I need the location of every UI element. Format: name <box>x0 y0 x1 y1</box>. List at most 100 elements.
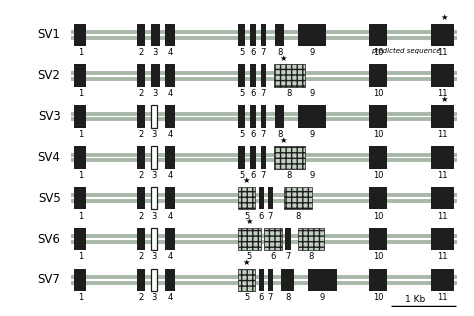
Bar <box>298 228 324 250</box>
Bar <box>250 105 256 128</box>
Text: 9: 9 <box>310 130 315 139</box>
Bar <box>238 24 246 46</box>
Text: 6: 6 <box>259 211 264 221</box>
Bar <box>165 105 175 128</box>
Text: 11: 11 <box>438 130 448 139</box>
Text: 5: 5 <box>244 211 249 221</box>
Text: 9: 9 <box>310 171 315 180</box>
Text: 11: 11 <box>438 48 448 57</box>
Text: predicted sequence: predicted sequence <box>371 48 440 54</box>
Text: 10: 10 <box>373 252 383 261</box>
Bar <box>267 269 273 291</box>
Text: 4: 4 <box>168 48 173 57</box>
Bar <box>238 228 261 250</box>
Text: 8: 8 <box>287 171 292 180</box>
Bar <box>431 269 454 291</box>
Bar <box>165 24 175 46</box>
Bar <box>369 228 387 250</box>
Bar <box>74 105 86 128</box>
Text: ★: ★ <box>246 217 253 226</box>
Text: 8: 8 <box>309 252 314 261</box>
Bar <box>151 64 160 87</box>
Bar <box>308 269 337 291</box>
Bar <box>258 187 264 210</box>
Text: 9: 9 <box>310 48 315 57</box>
Bar <box>137 187 145 210</box>
Bar <box>285 228 291 250</box>
Bar <box>151 269 157 291</box>
Bar <box>238 105 246 128</box>
Text: 1: 1 <box>78 171 83 180</box>
Text: 11: 11 <box>438 171 448 180</box>
Text: 3: 3 <box>152 211 157 221</box>
Text: 11: 11 <box>438 89 448 98</box>
Bar <box>369 64 387 87</box>
Text: 7: 7 <box>268 211 273 221</box>
Text: SV4: SV4 <box>37 151 61 164</box>
Bar <box>74 146 86 169</box>
Bar <box>238 187 255 210</box>
Bar <box>137 228 145 250</box>
Text: 3: 3 <box>152 293 157 302</box>
Text: 4: 4 <box>168 252 173 261</box>
Text: 5: 5 <box>246 252 252 261</box>
Text: 2: 2 <box>138 293 143 302</box>
Bar <box>165 187 175 210</box>
Bar <box>74 24 86 46</box>
Text: 1: 1 <box>78 130 83 139</box>
Text: 7: 7 <box>268 293 273 302</box>
Text: 6: 6 <box>250 48 256 57</box>
Bar <box>137 269 145 291</box>
Text: SV3: SV3 <box>38 110 61 123</box>
Text: 10: 10 <box>373 293 383 302</box>
Text: 2: 2 <box>138 89 143 98</box>
Text: 3: 3 <box>153 89 158 98</box>
Bar <box>74 187 86 210</box>
Text: 4: 4 <box>168 211 173 221</box>
Text: 7: 7 <box>261 48 266 57</box>
Bar <box>369 187 387 210</box>
Text: ★: ★ <box>440 95 447 104</box>
Text: 8: 8 <box>277 48 283 57</box>
Text: ★: ★ <box>243 258 250 267</box>
Text: 10: 10 <box>373 130 383 139</box>
Bar <box>137 146 145 169</box>
Bar <box>137 24 145 46</box>
Bar <box>261 146 266 169</box>
Text: 5: 5 <box>239 130 244 139</box>
Bar <box>165 269 175 291</box>
Bar <box>431 146 454 169</box>
Bar <box>151 228 157 250</box>
Bar <box>151 146 157 169</box>
Bar <box>261 105 266 128</box>
Bar <box>369 146 387 169</box>
Bar <box>137 64 145 87</box>
Bar <box>369 105 387 128</box>
Bar <box>431 24 454 46</box>
Text: 10: 10 <box>373 89 383 98</box>
Bar <box>250 24 256 46</box>
Text: SV2: SV2 <box>37 69 61 82</box>
Text: 6: 6 <box>250 130 256 139</box>
Text: 11: 11 <box>438 252 448 261</box>
Text: 7: 7 <box>285 252 291 261</box>
Bar <box>298 24 326 46</box>
Text: 1: 1 <box>78 48 83 57</box>
Text: 4: 4 <box>168 89 173 98</box>
Bar <box>258 269 264 291</box>
Bar <box>369 269 387 291</box>
Text: 5: 5 <box>239 48 244 57</box>
Text: 2: 2 <box>138 130 143 139</box>
Bar <box>165 64 175 87</box>
Bar <box>151 105 157 128</box>
Bar <box>74 64 86 87</box>
Bar <box>431 105 454 128</box>
Bar <box>261 24 266 46</box>
Bar <box>165 228 175 250</box>
Text: 6: 6 <box>250 89 256 98</box>
Text: 9: 9 <box>320 293 325 302</box>
Bar <box>74 269 86 291</box>
Bar <box>261 64 266 87</box>
Text: 2: 2 <box>138 211 143 221</box>
Bar <box>283 187 312 210</box>
